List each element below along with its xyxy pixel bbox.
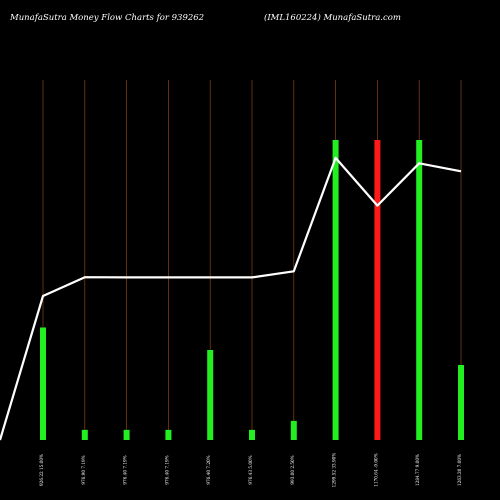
money-flow-bar — [207, 350, 214, 440]
money-flow-bar — [374, 140, 381, 440]
money-flow-bar — [165, 429, 172, 440]
money-flow-bar — [81, 429, 88, 440]
money-flow-bar — [290, 420, 297, 440]
chart-title-right: (IML160224) MunafaSutra.com — [264, 12, 401, 23]
chart-title-left: MunafaSutra Money Flow Charts for 939262 — [9, 13, 204, 23]
x-tick-label: 976.40 7.20% — [206, 455, 211, 484]
bars — [40, 140, 464, 440]
x-tick-label: 926.22 15.00% — [39, 454, 44, 486]
price-line-path — [0, 156, 462, 441]
x-tick-label: 1170.64 -9.00% — [373, 453, 378, 486]
x-tick-label: 1299.52 33.90% — [332, 453, 337, 488]
x-tick-label: 1263.20 7.00% — [457, 454, 462, 486]
x-tick-label: 993.00 2.50% — [290, 455, 295, 484]
x-tick-label: 976.43 5.00% — [248, 455, 253, 484]
price-line — [0, 156, 462, 441]
money-flow-bar — [458, 365, 464, 440]
money-flow-bar — [416, 140, 423, 440]
x-tick-label: 976.40 7.19% — [164, 455, 169, 484]
money-flow-bar — [123, 429, 130, 440]
x-tick-label: 976.40 7.19% — [123, 455, 128, 484]
x-tick-label: 976.90 7.19% — [81, 455, 86, 484]
x-tick-label: 1284.77 9.00% — [415, 454, 420, 486]
money-flow-bar — [332, 140, 339, 440]
x-axis-tick-labels: 926.22 15.00% 976.90 7.19% 976.40 7.19% 976… — [39, 453, 462, 488]
money-flow-bar — [40, 327, 46, 440]
money-flow-bar — [249, 429, 255, 440]
